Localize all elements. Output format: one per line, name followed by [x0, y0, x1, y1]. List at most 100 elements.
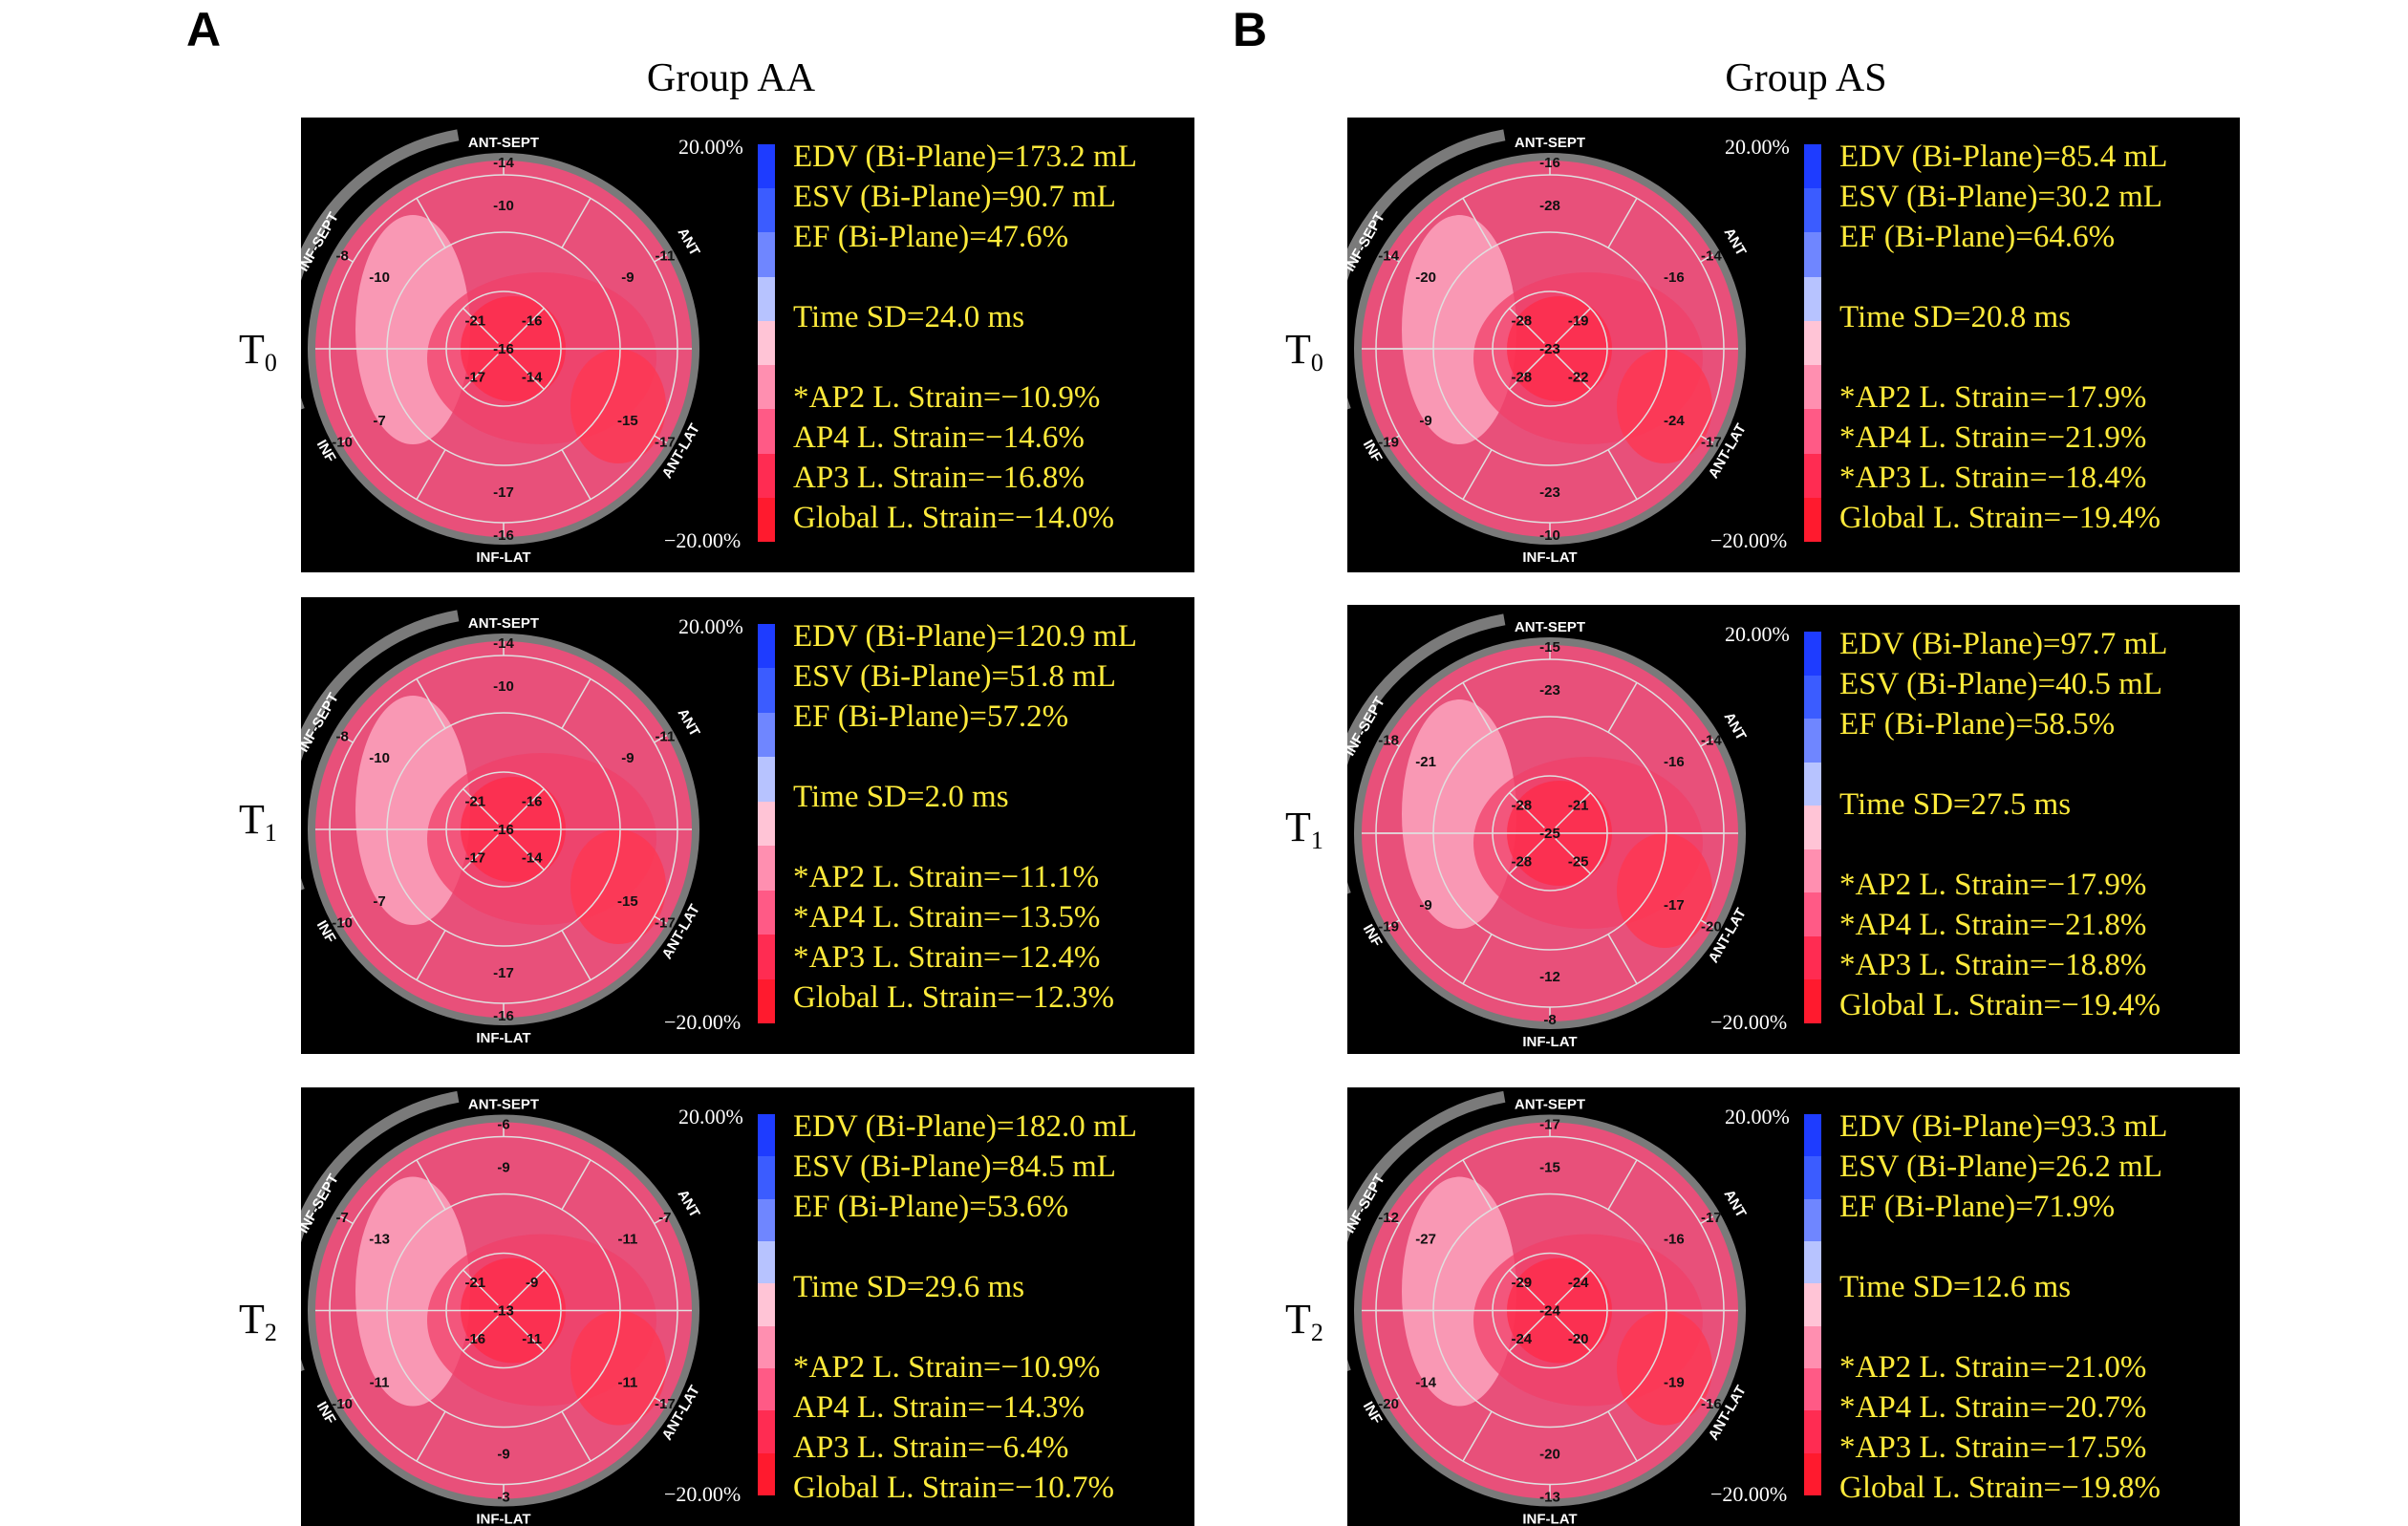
measurement-line: AP3 L. Strain=−6.4%: [793, 1430, 1069, 1465]
segment-divider: [561, 449, 591, 500]
segment-value-m3: -15: [617, 413, 638, 429]
segment-divider: [654, 1215, 667, 1225]
spacer: [1839, 337, 2167, 377]
segment-divider: [462, 308, 499, 344]
measurement-line: Time SD=12.6 ms: [1839, 1270, 2072, 1304]
segment-value-b1: -6: [497, 1117, 509, 1133]
group-title-as: Group AS: [1725, 56, 1887, 100]
segment-divider: [1555, 308, 1591, 344]
color-scale-step: [1804, 232, 1821, 277]
label-inf-lat: INF-LAT: [1522, 1512, 1577, 1526]
measurement-line: ESV (Bi-Plane)=90.7 mL: [793, 180, 1116, 214]
measurement-text: EDV (Bi-Plane)=120.9 mL ESV (Bi-Plane)=51…: [793, 616, 1137, 1018]
label-inf-lat: INF-LAT: [476, 549, 530, 566]
measurement-line: AP4 L. Strain=−14.3%: [793, 1390, 1085, 1425]
spacer: [1839, 744, 2167, 784]
segment-divider: [1387, 919, 1400, 929]
label-ant-sept: ANT-SEPT: [1515, 135, 1585, 151]
time-point-index: 1: [1310, 827, 1323, 854]
segment-divider: [508, 354, 545, 390]
measurement-line: EF (Bi-Plane)=58.5%: [1839, 707, 2116, 742]
scale-max-label: 20.00%: [678, 135, 743, 159]
measurement-line: *AP3 L. Strain=−18.8%: [1839, 948, 2147, 982]
strain-panel-g0-t1: -14 -11 -17 -16 -10 -8 -10 -9 -15 -17 -7 -10 -21 -16-…: [301, 597, 1194, 1054]
segment-divider: [561, 930, 591, 980]
label-ant: ANT: [674, 226, 702, 259]
segment-value-b3: -17: [655, 1396, 676, 1412]
time-point-letter: T: [1285, 326, 1311, 373]
segment-divider: [1387, 253, 1400, 263]
color-scale-step: [1804, 365, 1821, 410]
segment-value-b6: -12: [1378, 1210, 1399, 1226]
bullseye-arc: [301, 1090, 460, 1372]
measurement-line: *AP2 L. Strain=−10.9%: [793, 380, 1101, 415]
segment-value-a2: -16: [522, 793, 543, 809]
color-scale-step: [1804, 1114, 1821, 1157]
color-scale-step: [1804, 979, 1821, 1023]
panel-letter-b: B: [1233, 3, 1268, 56]
color-scale-step: [1804, 1156, 1821, 1199]
segment-value-b6: -7: [335, 1210, 348, 1226]
segment-value-b5: -20: [1378, 1396, 1399, 1412]
segment-divider: [416, 678, 446, 729]
segment-divider: [561, 1410, 591, 1462]
segment-value-m4: -9: [497, 1447, 509, 1463]
label-ant: ANT: [674, 1187, 702, 1220]
label-ant-sept: ANT-SEPT: [468, 1097, 539, 1113]
segment-divider: [1700, 253, 1713, 263]
time-point-index: 2: [264, 1319, 277, 1346]
segment-divider: [508, 1315, 545, 1352]
strain-panel-g0-t0: -14 -11 -17 -16 -10 -8 -10 -9 -15 -17 -7 -10 -21 -16-…: [301, 118, 1194, 572]
label-ant: ANT: [1720, 710, 1749, 743]
color-scale-step: [1804, 497, 1821, 542]
segment-value-m2: -16: [1664, 754, 1685, 770]
color-scale-step: [758, 232, 775, 277]
segment-divider: [1387, 435, 1400, 444]
segment-value-m5: -7: [373, 413, 385, 429]
segment-divider: [1700, 435, 1713, 444]
segment-divider: [1607, 1410, 1638, 1462]
color-scale-step: [1804, 144, 1821, 189]
segment-value-b4: -13: [1539, 1490, 1560, 1506]
segment-value-b5: -19: [1378, 919, 1399, 935]
segment-value-m4: -12: [1539, 969, 1560, 985]
strain-region: [1617, 349, 1712, 463]
color-scale-step: [1804, 1283, 1821, 1326]
bullseye-plot: -15 -14 -20 -8 -19 -18 -23 -16 -17 -12 -9 -21 -28 -21…: [1347, 613, 1750, 1050]
measurement-line: Time SD=27.5 ms: [1839, 787, 2072, 822]
scale-max-label: 20.00%: [1725, 135, 1790, 159]
color-scale-step: [1804, 935, 1821, 980]
color-scale-bar: [758, 624, 775, 1023]
segment-value-b1: -16: [1539, 155, 1560, 171]
segment-divider: [1555, 1315, 1591, 1352]
measurement-line: EDV (Bi-Plane)=173.2 mL: [793, 140, 1137, 174]
measurement-line: Time SD=29.6 ms: [793, 1270, 1025, 1304]
spacer: [793, 1227, 1137, 1267]
label-ant-sept: ANT-SEPT: [468, 615, 539, 632]
measurement-line: *AP3 L. Strain=−12.4%: [793, 940, 1101, 975]
time-point-letter: T: [239, 796, 265, 843]
segment-value-a1: -28: [1511, 312, 1532, 329]
segment-value-b6: -8: [335, 248, 348, 265]
measurement-line: EDV (Bi-Plane)=120.9 mL: [793, 619, 1137, 654]
spacer: [1839, 1227, 2167, 1267]
segment-value-b1: -15: [1539, 639, 1560, 656]
segment-divider: [561, 1159, 591, 1211]
segment-divider: [1607, 1159, 1638, 1211]
segment-value-b6: -18: [1378, 733, 1399, 749]
measurement-text: EDV (Bi-Plane)=97.7 mL ESV (Bi-Plane)=40.…: [1839, 624, 2167, 1025]
color-scale-step: [758, 1410, 775, 1453]
segment-value-b1: -17: [1539, 1117, 1560, 1133]
segment-divider: [654, 1396, 667, 1406]
strain-region: [1617, 833, 1712, 948]
segment-divider: [561, 198, 591, 248]
segment-value-m2: -9: [621, 269, 634, 286]
measurement-line: EDV (Bi-Plane)=85.4 mL: [1839, 140, 2168, 174]
spacer: [1839, 1307, 2167, 1347]
measurement-line: Global L. Strain=−12.3%: [793, 980, 1115, 1015]
measurement-line: EF (Bi-Plane)=57.2%: [793, 699, 1069, 734]
segment-value-b5: -10: [332, 435, 353, 451]
time-point-label: T0: [1285, 325, 1323, 377]
color-scale-step: [758, 624, 775, 669]
spacer: [1839, 825, 2167, 865]
